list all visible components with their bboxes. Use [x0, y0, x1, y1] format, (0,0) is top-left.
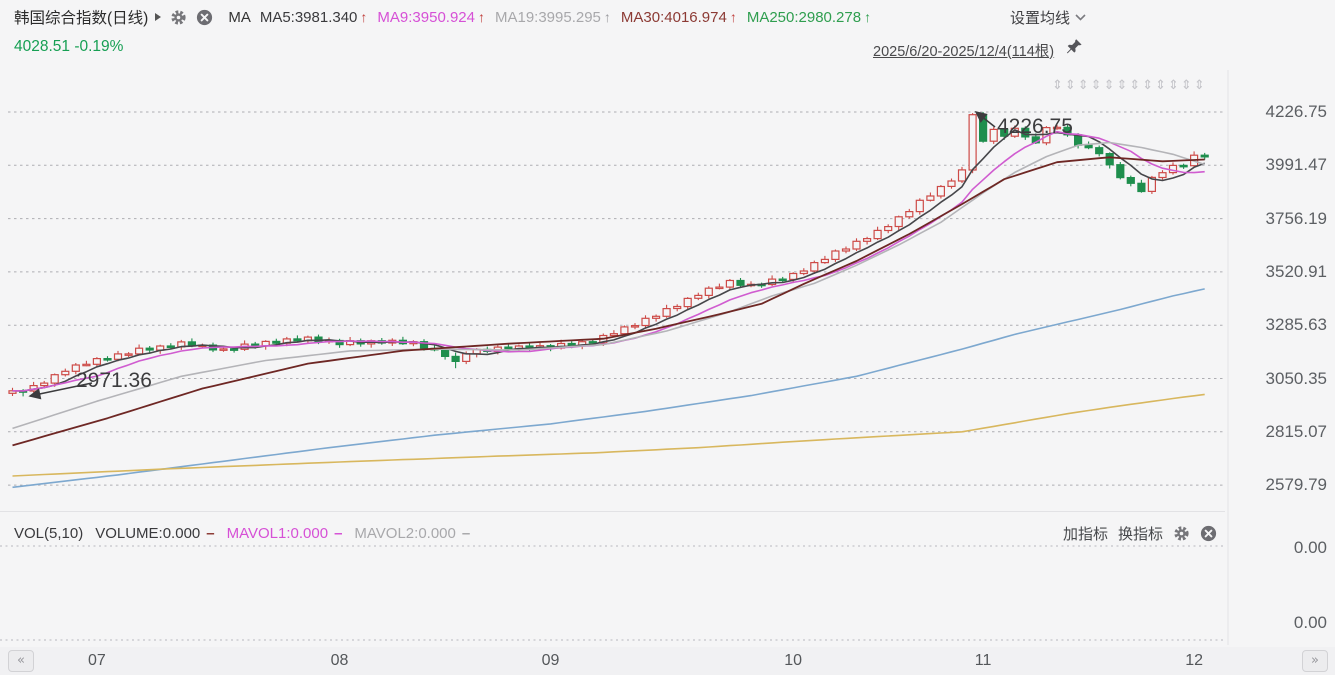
ma-settings-button[interactable]: 设置均线: [1010, 7, 1086, 28]
legend-ma9: MA9:3950.924 ↑: [377, 8, 485, 26]
y-axis-label: 3285.63: [1265, 315, 1327, 335]
y-axis-label: 3520.91: [1265, 261, 1327, 281]
event-markers-icons: ⇕⇕⇕⇕⇕⇕⇕⇕⇕⇕⇕⇕: [1052, 78, 1207, 93]
change-percent: -0.19%: [74, 38, 124, 55]
up-arrow-icon: ↑: [477, 9, 485, 25]
up-arrow-icon: ↑: [864, 9, 872, 25]
volume-indicator-row: VOL(5,10) VOLUME:0.000– MAVOL1:0.000– MA…: [14, 521, 470, 545]
close-icon[interactable]: [196, 9, 213, 26]
vol-label: VOL(5,10): [14, 524, 84, 542]
y-axis-label: 3756.19: [1265, 208, 1327, 228]
y-axis-label: 2579.79: [1265, 475, 1327, 495]
add-indicator-button[interactable]: 加指标: [1062, 525, 1108, 543]
month-label: 08: [330, 652, 349, 669]
switch-indicator-button[interactable]: 换指标: [1117, 525, 1163, 543]
y-axis-label: 4226.75: [1265, 102, 1327, 121]
up-arrow-icon: ↑: [729, 9, 737, 25]
last-price: 4028.51: [14, 38, 71, 55]
chart-header: 韩国综合指数(日线) MA MA5:3981.340 ↑ MA9:3950.924…: [14, 6, 871, 28]
up-arrow-icon: ↑: [360, 9, 368, 25]
pin-icon[interactable]: [1066, 38, 1083, 60]
time-axis-bar: « 07 08 09 10 11 12 »: [0, 647, 1335, 675]
up-arrow-icon: ↑: [603, 9, 611, 25]
legend-ma19: MA19:3995.295 ↑: [494, 8, 611, 26]
low-annotation: 2971.36: [76, 369, 152, 392]
scroll-right-button[interactable]: »: [1302, 650, 1328, 672]
high-annotation: 4226.75: [997, 115, 1073, 138]
ma-group-label: MA: [228, 8, 251, 26]
mavol1-value: MAVOL1:0.000–: [226, 524, 343, 542]
volume-axis-label: 0.00: [1293, 538, 1327, 557]
month-label: 11: [974, 652, 992, 669]
y-axis-label: 2815.07: [1265, 421, 1327, 441]
ma-legend: MA5:3981.340 ↑ MA9:3950.924 ↑ MA19:3995.29…: [260, 9, 871, 26]
y-axis-label: 3991.47: [1265, 155, 1327, 175]
mavol2-value: MAVOL2:0.000–: [354, 524, 471, 542]
scroll-left-button[interactable]: «: [8, 650, 34, 672]
volume-value: VOLUME:0.000–: [95, 524, 215, 542]
gear-icon[interactable]: [1173, 525, 1190, 542]
legend-ma250: MA250:2980.278 ↑: [746, 8, 872, 26]
chevron-down-icon: [1075, 14, 1086, 21]
gear-icon[interactable]: [170, 9, 187, 26]
y-axis-label: 3050.35: [1265, 368, 1327, 388]
month-label: 09: [541, 652, 560, 669]
month-label: 07: [87, 652, 106, 669]
volume-pane-tools: 加指标 换指标: [1063, 521, 1217, 545]
legend-ma5: MA5:3981.340 ↑: [259, 8, 368, 26]
legend-ma30: MA30:4016.974 ↑: [620, 8, 737, 26]
title-caret-icon[interactable]: [155, 13, 162, 21]
month-label: 12: [1185, 652, 1203, 669]
page-title: 韩国综合指数(日线): [14, 10, 149, 27]
date-range-link[interactable]: 2025/6/20-2025/12/4(114根): [873, 44, 1055, 60]
close-icon[interactable]: [1200, 525, 1217, 542]
month-label: 10: [784, 652, 803, 669]
last-price-row: 4028.51 -0.19%: [14, 38, 123, 56]
volume-axis-label: 0.00: [1293, 613, 1327, 632]
